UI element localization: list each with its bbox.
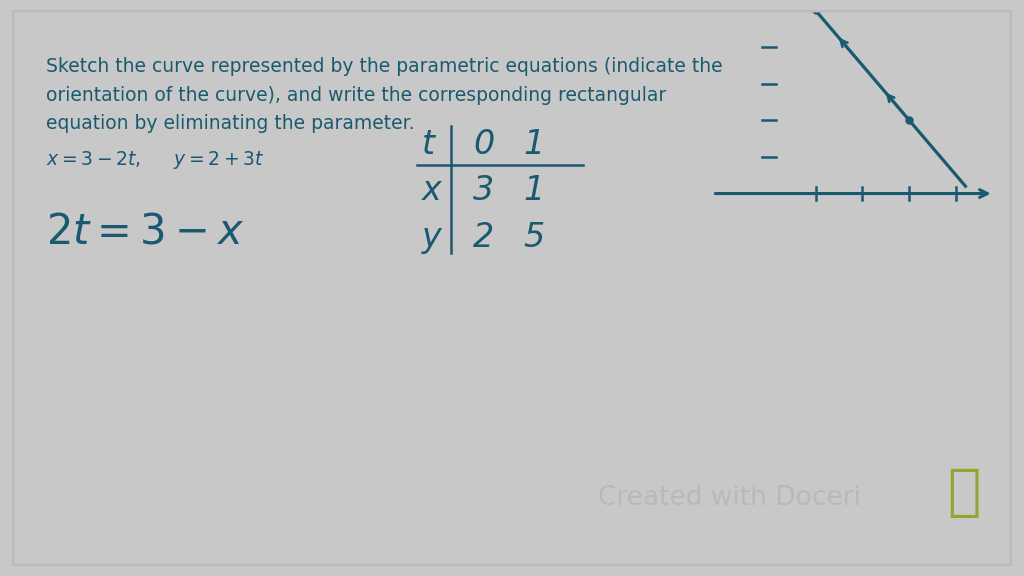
Text: x: x: [422, 175, 442, 207]
Text: 👌: 👌: [947, 467, 981, 520]
Text: y: y: [422, 221, 442, 253]
Text: Sketch the curve represented by the parametric equations (indicate the: Sketch the curve represented by the para…: [46, 56, 723, 75]
Text: 3: 3: [473, 175, 495, 207]
Text: equation by eliminating the parameter.: equation by eliminating the parameter.: [46, 115, 415, 134]
Text: $x = 3 - 2t,$: $x = 3 - 2t,$: [46, 149, 141, 169]
Text: $y = 2 + 3t$: $y = 2 + 3t$: [173, 149, 265, 171]
Text: t: t: [422, 128, 435, 161]
Text: 0: 0: [473, 128, 495, 161]
Text: 1: 1: [523, 175, 545, 207]
Text: orientation of the curve), and write the corresponding rectangular: orientation of the curve), and write the…: [46, 86, 667, 105]
Text: 2: 2: [473, 221, 495, 253]
Text: 1: 1: [523, 128, 545, 161]
Text: Created with Doceri: Created with Doceri: [598, 484, 861, 511]
Text: $2t = 3-x$: $2t = 3-x$: [46, 211, 245, 253]
Text: 5: 5: [523, 221, 545, 253]
